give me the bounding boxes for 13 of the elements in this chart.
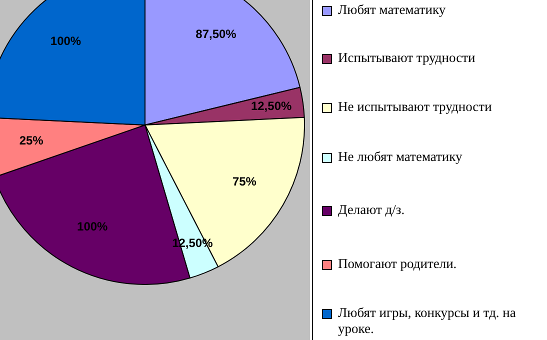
- legend-label: Любят математику: [337, 2, 447, 18]
- legend-label: Делают д/з.: [337, 202, 406, 218]
- data-label: 25%: [19, 134, 44, 148]
- data-label: 75%: [232, 174, 257, 189]
- legend-label: Не любят математику: [337, 149, 464, 165]
- legend-label: Не испытывают трудности: [337, 99, 493, 115]
- data-label: 100%: [77, 219, 108, 234]
- data-label: 12,50%: [250, 99, 292, 114]
- data-label: 100%: [50, 34, 82, 48]
- legend-label: Любят игры, конкурсы и тд. на уроке.: [337, 305, 517, 337]
- data-label: 87,50%: [196, 27, 237, 42]
- legend-label: Испытывают трудности: [337, 50, 476, 66]
- legend-label: Помогают родители.: [337, 256, 458, 272]
